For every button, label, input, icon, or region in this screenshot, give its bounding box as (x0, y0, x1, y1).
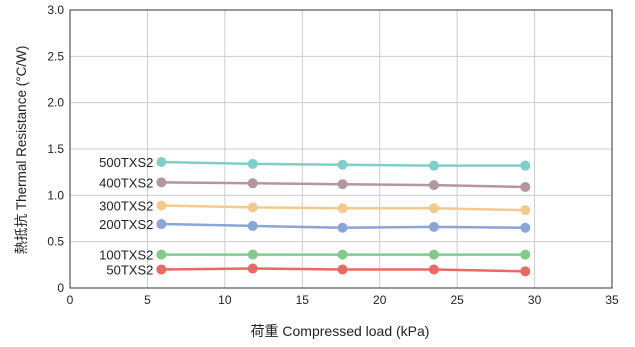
data-point (247, 263, 258, 274)
data-point (156, 177, 167, 188)
y-tick-label: 0 (57, 281, 64, 295)
x-tick-label: 20 (373, 293, 387, 307)
data-point (247, 220, 258, 231)
data-point (520, 205, 531, 216)
ticks: 0 5 10 15 20 25 30 35 0 0.5 1.0 1.5 2.0 2.5 3.0 (47, 3, 619, 307)
data-point (156, 219, 167, 230)
series-100TXS2 (156, 249, 531, 260)
series-500TXS2 (156, 156, 531, 171)
data-point (156, 264, 167, 275)
x-tick-label: 35 (605, 293, 619, 307)
x-tick-label: 5 (144, 293, 151, 307)
x-tick-label: 30 (528, 293, 542, 307)
data-point (428, 249, 439, 260)
series-labels: 500TXS2 400TXS2 300TXS2 200TXS2 100TXS250TXS… (99, 155, 153, 277)
data-point (156, 249, 167, 260)
series-label: 50TXS2 (106, 262, 153, 277)
series-50TXS2 (156, 263, 531, 277)
data-point (247, 202, 258, 213)
series-label: 400TXS2 (99, 175, 153, 190)
series-label: 500TXS2 (99, 155, 153, 170)
data-point (156, 200, 167, 211)
data-point (156, 156, 167, 167)
data-point (520, 160, 531, 171)
data-point (520, 222, 531, 233)
series-label: 300TXS2 (99, 199, 153, 214)
data-point (428, 180, 439, 191)
y-tick-label: 1.5 (47, 142, 64, 156)
data-point (247, 249, 258, 260)
y-tick-label: 2.0 (47, 96, 64, 110)
data-point (520, 249, 531, 260)
data-point (247, 158, 258, 169)
data-point (428, 264, 439, 275)
data-point (337, 203, 348, 214)
data-point (337, 264, 348, 275)
data-point (247, 178, 258, 189)
x-axis-title: 荷重 Compressed load (kPa) (251, 323, 430, 339)
y-tick-label: 1.0 (47, 188, 64, 202)
series-label: 100TXS2 (99, 248, 153, 263)
grid (70, 10, 612, 288)
y-tick-label: 3.0 (47, 3, 64, 17)
x-tick-label: 10 (218, 293, 232, 307)
series-group (156, 156, 531, 277)
plot-frame (69, 9, 613, 289)
data-point (337, 179, 348, 190)
data-point (520, 181, 531, 192)
data-point (428, 160, 439, 171)
y-tick-label: 2.5 (47, 49, 64, 63)
series-label: 200TXS2 (99, 217, 153, 232)
x-tick-label: 25 (450, 293, 464, 307)
data-point (428, 221, 439, 232)
data-point (337, 249, 348, 260)
data-point (428, 203, 439, 214)
data-point (520, 266, 531, 277)
series-400TXS2 (156, 177, 531, 192)
series-300TXS2 (156, 200, 531, 216)
x-tick-label: 0 (67, 293, 74, 307)
y-tick-label: 0.5 (47, 235, 64, 249)
x-tick-label: 15 (296, 293, 310, 307)
series-200TXS2 (156, 219, 531, 233)
y-axis-title: 熱抵抗 Thermal Resistance (°C/W) (14, 46, 29, 255)
data-point (337, 222, 348, 233)
data-point (337, 159, 348, 170)
